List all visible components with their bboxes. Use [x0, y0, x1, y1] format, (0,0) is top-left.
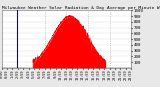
Text: Milwaukee Weather Solar Radiation & Day Average per Minute W/m² (Today): Milwaukee Weather Solar Radiation & Day … — [2, 6, 160, 10]
